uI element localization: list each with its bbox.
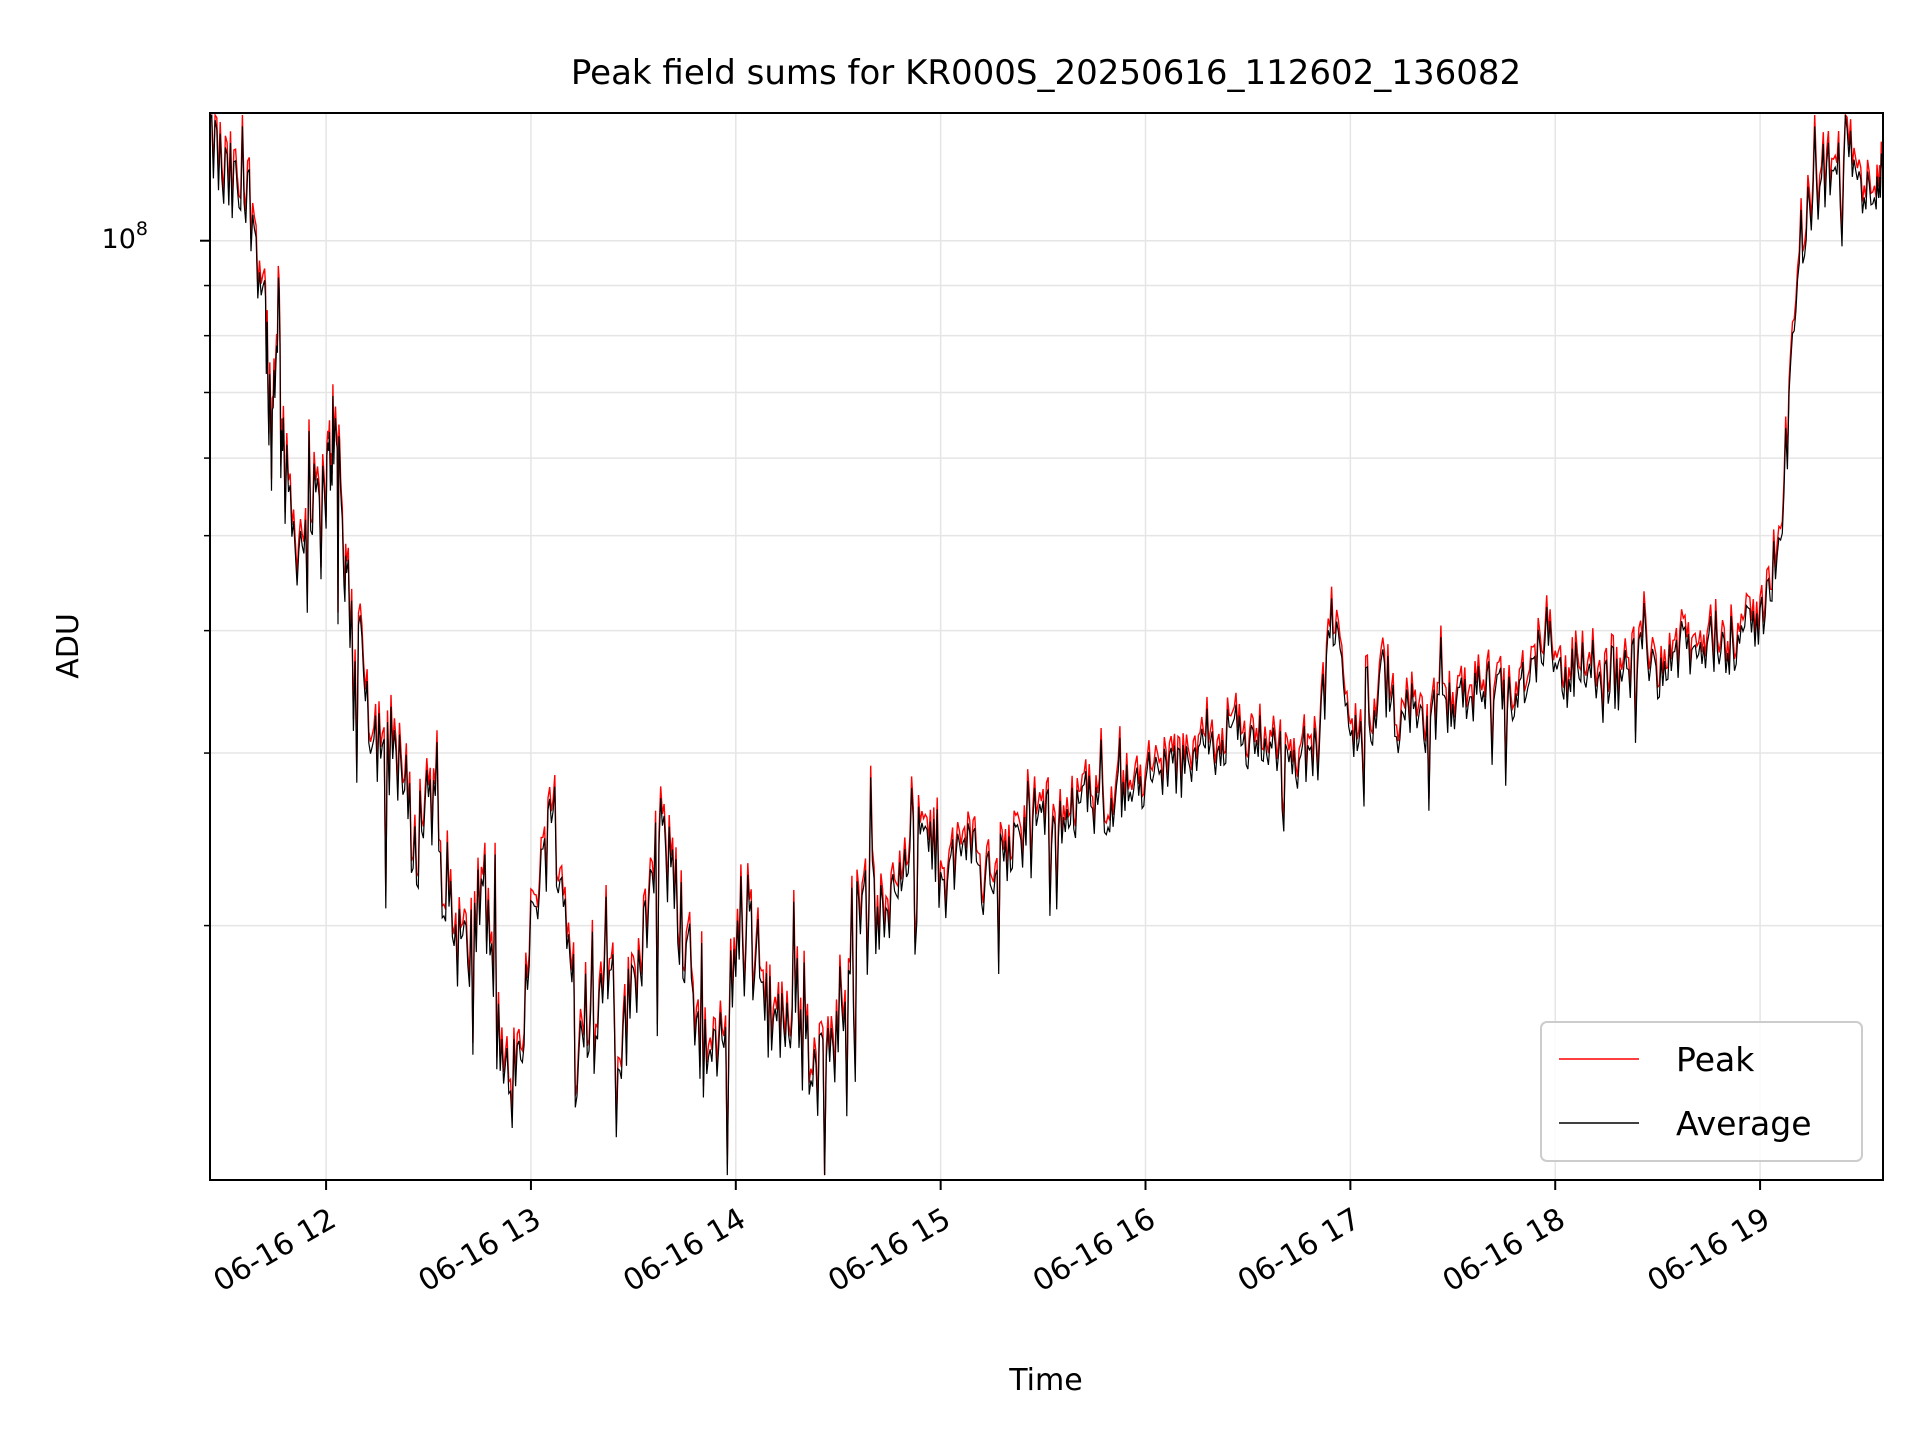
series-layer bbox=[209, 112, 1884, 1176]
average-series-line bbox=[209, 114, 1884, 1176]
chart-title: Peak field sums for KR000S_20250616_1126… bbox=[571, 53, 1521, 93]
legend-peak-label: Peak bbox=[1676, 1040, 1755, 1079]
legend-average-label: Average bbox=[1676, 1104, 1812, 1143]
legend: Peak Average bbox=[1540, 1021, 1863, 1162]
plot-frame bbox=[209, 112, 1884, 1181]
legend-box bbox=[1540, 1021, 1863, 1162]
grid bbox=[210, 113, 1883, 1180]
y-axis-label: ADU bbox=[51, 613, 86, 679]
y-ticks bbox=[200, 239, 210, 927]
y-tick-label: 108 bbox=[102, 218, 148, 255]
x-axis-label: Time bbox=[1008, 1363, 1082, 1398]
